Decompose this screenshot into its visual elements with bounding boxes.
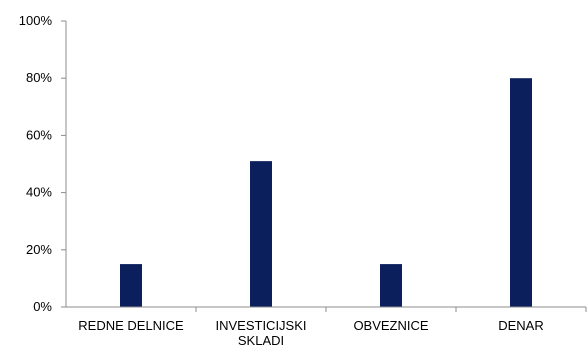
bars-group: [120, 78, 532, 307]
bar-redne-delnice: [120, 264, 142, 307]
y-tick-label: 80%: [26, 70, 52, 85]
bar-denar: [510, 78, 532, 307]
x-category-label: REDNE DELNICE: [78, 318, 184, 333]
y-tick-label: 60%: [26, 127, 52, 142]
x-category-label: OBVEZNICE: [353, 318, 428, 333]
bar-obveznice: [380, 264, 402, 307]
y-axis: 0% 20% 40% 60% 80% 100%: [19, 13, 66, 314]
y-tick-label: 40%: [26, 185, 52, 200]
bar-investicijski-skladi: [250, 161, 272, 307]
x-category-label: DENAR: [498, 318, 544, 333]
y-tick-label: 0%: [33, 299, 52, 314]
y-tick-label: 100%: [19, 13, 53, 28]
y-tick-label: 20%: [26, 242, 52, 257]
x-category-label: SKLADI: [238, 333, 284, 348]
x-category-label: INVESTICIJSKI: [215, 318, 306, 333]
